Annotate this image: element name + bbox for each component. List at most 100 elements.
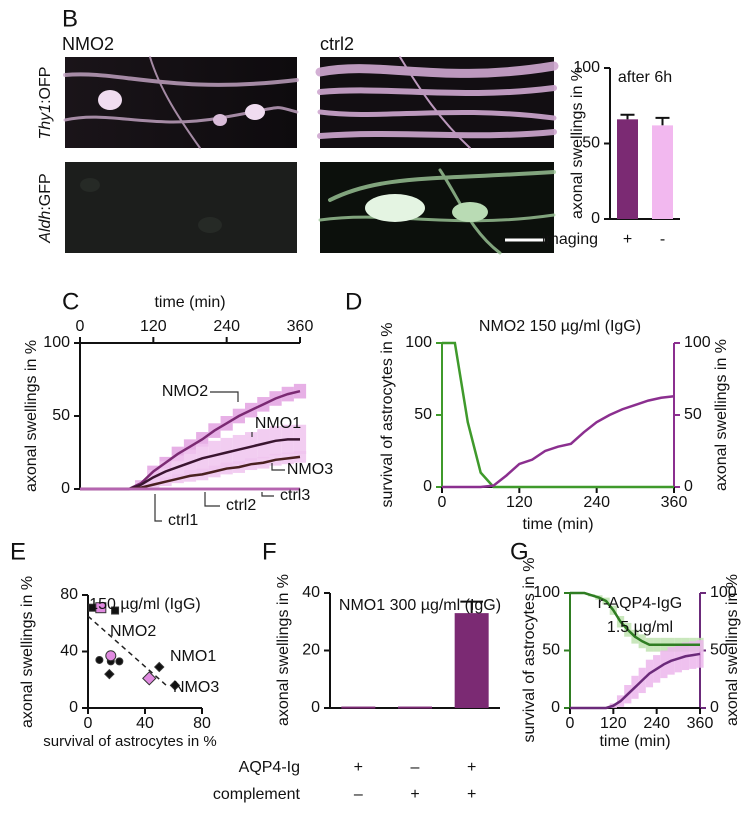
y-tick-label: 100 (573, 59, 600, 76)
panel-label: B (62, 5, 78, 32)
micrograph (315, 56, 559, 149)
x-tick-label: 120 (506, 494, 533, 511)
leader-line (204, 492, 220, 507)
point (104, 668, 115, 680)
bar (341, 706, 376, 709)
chart-title: r-AQP4-IgG (598, 595, 682, 612)
condition-sign: – (411, 759, 420, 776)
y-tick-label: 40 (60, 643, 78, 660)
panel-label: C (62, 288, 79, 315)
series-label: NMO2 (110, 623, 156, 640)
y-tick-label: 50 (582, 135, 600, 152)
axis-title: survival of astrocytes in % (521, 558, 538, 743)
condition-sign: + (410, 786, 419, 803)
y-tick-label: 0 (311, 699, 320, 716)
bar (617, 119, 638, 219)
y-tick-label: 50 (684, 406, 702, 423)
axis-title: survival of astrocytes in % (43, 733, 216, 750)
x-tick-label: 0 (438, 494, 447, 511)
point (95, 602, 107, 614)
x-tick-label: 360 (661, 494, 688, 511)
error-bar (460, 600, 483, 614)
axis-title: imaging (542, 231, 598, 248)
line (442, 395, 675, 489)
y-tick-label: 80 (60, 586, 78, 603)
y-tick-label: 0 (61, 480, 70, 497)
series-label: NMO2 (162, 383, 208, 400)
image-row-label: Aldh:GFP (37, 173, 54, 243)
point (95, 655, 104, 664)
x-tick-label: 0 (84, 715, 93, 732)
error-bar (655, 116, 670, 126)
y-tick-label: 100 (533, 584, 560, 601)
condition-sign: + (467, 759, 476, 776)
y-tick-label: 50 (414, 406, 432, 423)
y-tick-label: 0 (423, 478, 432, 495)
leader-line (261, 492, 274, 497)
leader-line (271, 463, 285, 471)
axis-title: axonal swellings in % (23, 340, 40, 492)
micrograph (63, 56, 299, 149)
image-column-label: NMO2 (62, 34, 114, 54)
x-tick-label: 240 (643, 715, 670, 732)
gene: Thy1 (37, 104, 54, 140)
panel-label: E (10, 538, 26, 565)
point (111, 606, 120, 615)
leader-line (154, 494, 162, 522)
x-tick-label: - (660, 231, 665, 248)
micrograph (318, 162, 556, 255)
leader-line (210, 391, 239, 402)
condition-label: AQP4-Ig (239, 759, 300, 776)
panel-label: F (262, 538, 277, 565)
series-label: NMO1 (170, 648, 216, 665)
series-label: ctrl1 (168, 512, 198, 529)
axis-title: time (min) (599, 733, 670, 750)
point (142, 671, 157, 686)
panel-label: D (345, 288, 362, 315)
y-tick-label: 100 (43, 334, 70, 351)
axis-title: axonal swellings in % (724, 574, 741, 726)
y-tick-label: 0 (684, 478, 693, 495)
bar (652, 125, 673, 219)
image-column-label: ctrl2 (320, 34, 354, 54)
chart-subtitle: 1.5 µg/ml (607, 619, 673, 636)
image-row-label: Thy1:OFP (37, 67, 54, 140)
condition-sign: + (354, 759, 363, 776)
x-tick-label: 0 (76, 318, 85, 335)
x-tick-label: 240 (583, 494, 610, 511)
y-tick-label: 50 (52, 407, 70, 424)
point (169, 680, 181, 691)
panel-label: G (510, 538, 529, 565)
line (570, 652, 701, 710)
line (442, 341, 674, 489)
x-tick-label: 360 (687, 715, 714, 732)
axis-title: axonal swellings in % (275, 574, 292, 726)
axis-title: axonal swellings in % (19, 576, 36, 728)
axis-title: survival of astrocytes in % (379, 323, 396, 508)
error-bar (620, 113, 635, 120)
condition-label: complement (213, 786, 301, 803)
point (153, 661, 165, 673)
point (105, 650, 117, 662)
y-tick-label: 0 (591, 210, 600, 227)
x-tick-label: 80 (193, 715, 211, 732)
chart-title: NMO2 150 µg/ml (IgG) (479, 318, 641, 335)
chart-title: NMO1 300 µg/ml (IgG) (339, 597, 501, 614)
series-label: ctrl2 (226, 497, 256, 514)
point (115, 657, 124, 666)
series-label: NMO1 (255, 415, 301, 432)
y-tick-label: 0 (551, 699, 560, 716)
chart-title: 150 µg/ml (IgG) (89, 596, 200, 613)
x-tick-label: 120 (600, 715, 627, 732)
y-tick-label: 50 (542, 642, 560, 659)
y-tick-label: 0 (69, 699, 78, 716)
axis-title: axonal swellings in % (569, 67, 586, 219)
y-tick-label: 50 (710, 642, 728, 659)
series-label: ctrl3 (280, 487, 310, 504)
y-tick-label: 100 (710, 584, 737, 601)
condition-sign: + (467, 786, 476, 803)
axis-title: axonal swellings in % (713, 339, 730, 491)
x-tick-label: 240 (213, 318, 240, 335)
series-label: NMO3 (173, 679, 219, 696)
